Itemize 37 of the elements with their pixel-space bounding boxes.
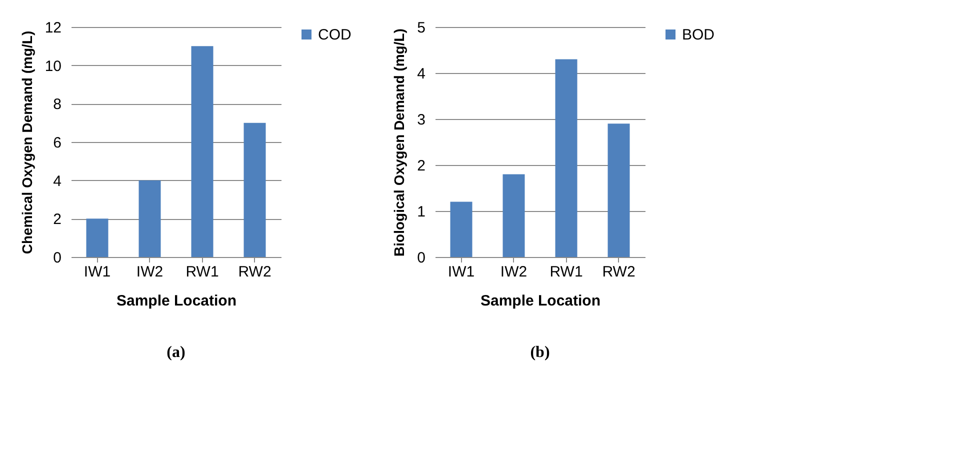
y-tick-label: 12 [44,20,62,36]
y-tick-label: 3 [417,112,426,128]
y-axis-title: Chemical Oxygen Demand (mg/L) [18,30,35,254]
y-tick-label: 4 [53,172,62,190]
bar [608,124,630,257]
legend-label: COD [318,26,352,44]
x-tick-label: IW2 [500,264,528,280]
y-tick-label: 5 [417,20,426,36]
y-tick-label: 1 [417,204,426,220]
text: (a) [166,344,186,361]
x-tick-label: RW2 [238,264,272,280]
bar [86,218,108,257]
bar [138,180,161,257]
y-tick-label: 8 [53,96,62,114]
x-tick-label: RW1 [186,264,219,280]
bar [244,122,266,257]
y-axis-title: Biological Oxygen Demand (mg/L) [391,28,408,256]
x-axis-title: Sample Location [116,292,237,310]
y-tick-label: 2 [417,158,426,174]
y-tick-label: 10 [44,58,62,75]
bar [555,59,578,257]
bar [191,46,214,257]
x-tick-label: IW1 [84,264,111,280]
bar [450,202,472,257]
y-tick-label: 0 [53,250,62,266]
y-tick-label: 0 [417,250,426,266]
legend-label: BOD [682,26,715,44]
x-tick-label: RW2 [602,264,636,280]
y-tick-label: 6 [53,134,62,152]
y-tick-label: 4 [417,66,426,82]
bar [502,174,525,257]
x-axis-title: Sample Location [480,292,601,310]
x-tick-label: IW2 [136,264,164,280]
x-tick-label: RW1 [550,264,583,280]
x-tick-label: IW1 [448,264,475,280]
y-tick-label: 2 [53,211,62,228]
text: (b) [530,344,550,361]
